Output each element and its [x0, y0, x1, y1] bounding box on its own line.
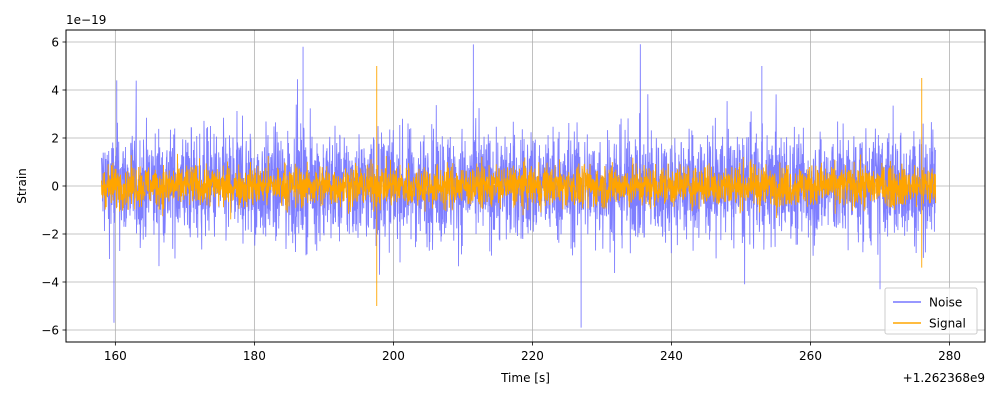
y-tick-label: 6: [51, 36, 59, 50]
y-tick-label: 2: [51, 132, 59, 146]
legend-label-signal: Signal: [929, 317, 966, 331]
plot-area: [101, 44, 937, 328]
x-tick-label: 200: [382, 349, 405, 363]
y-tick-label: −4: [41, 276, 59, 290]
legend: Noise Signal: [884, 287, 978, 335]
y-tick-label: 4: [51, 84, 59, 98]
x-tick-label: 180: [243, 349, 266, 363]
x-tick-label: 260: [799, 349, 822, 363]
x-tick-label: 240: [660, 349, 683, 363]
y-axis-label: Strain: [15, 168, 29, 204]
legend-label-noise: Noise: [929, 296, 962, 310]
x-tick-label: 160: [104, 349, 127, 363]
x-tick-label: 280: [938, 349, 961, 363]
y-tick-label: 0: [51, 180, 59, 194]
series-line-noise: [101, 44, 937, 328]
y-tick-label: −6: [41, 324, 59, 338]
series-line-signal: [101, 66, 937, 306]
x-offset-label: +1.262368e9: [903, 371, 985, 385]
y-scale-label: 1e−19: [66, 13, 106, 27]
axis-ticks: 160 180 200 220 240 260 280 −6 −4 −2 0 2 4 6: [41, 36, 961, 364]
x-axis-label: Time [s]: [500, 371, 550, 385]
x-tick-label: 220: [521, 349, 544, 363]
y-tick-label: −2: [41, 228, 59, 242]
